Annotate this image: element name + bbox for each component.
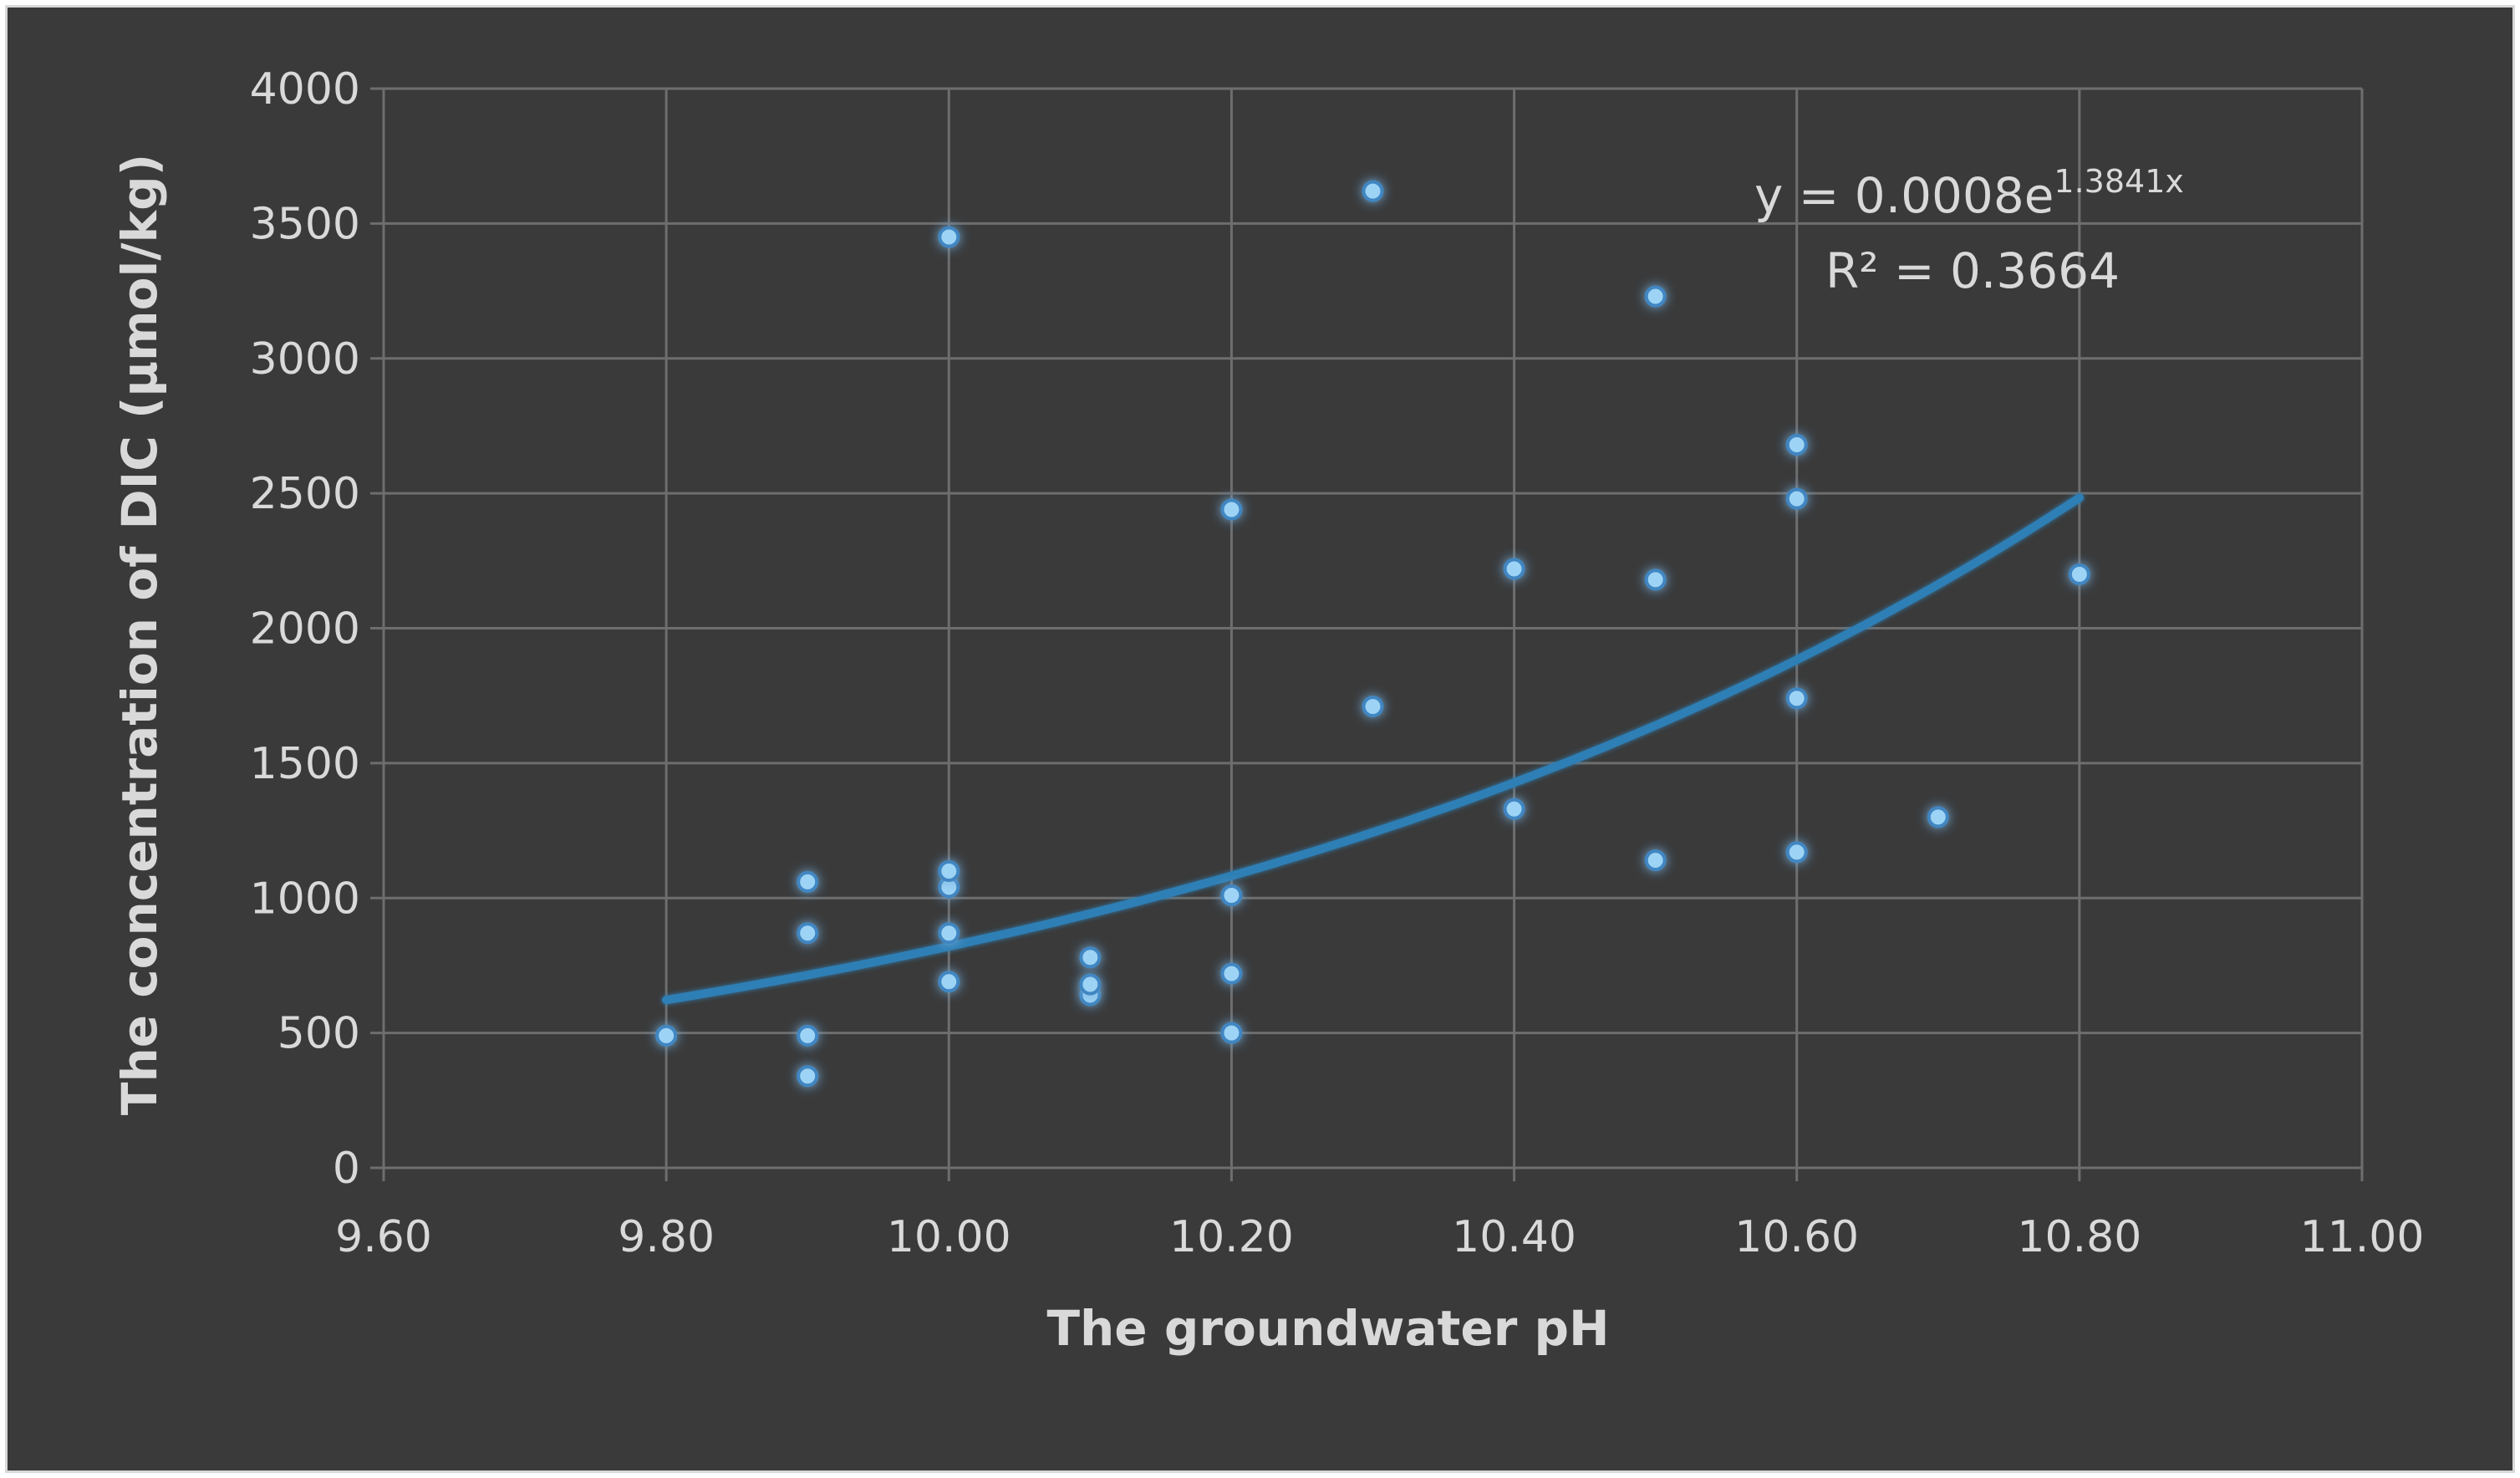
x-axis-title: The groundwater pH <box>1046 1300 1609 1357</box>
data-point <box>1927 806 1949 828</box>
x-tick-label: 9.80 <box>618 1212 715 1262</box>
data-point <box>1785 434 1808 456</box>
scatter-points <box>655 180 2090 1088</box>
x-tick-label: 10.00 <box>887 1212 1011 1262</box>
data-point <box>797 922 819 945</box>
gridlines <box>384 87 2364 1168</box>
x-tick-label: 10.20 <box>1169 1212 1294 1262</box>
trendline-equation-exponent: 1.3841x <box>2054 163 2183 200</box>
data-point <box>1503 558 1525 580</box>
data-point <box>1079 946 1102 969</box>
data-point <box>938 971 960 993</box>
x-tick-label: 9.60 <box>335 1212 432 1262</box>
chart-svg: 0 500 1000 1500 2000 2500 3000 3500 4000 9.60 9.80… <box>111 64 2425 1357</box>
data-point <box>1362 696 1384 718</box>
y-tick-label: 3500 <box>250 199 360 249</box>
data-point <box>1220 884 1243 907</box>
y-axis-title: The concentration of DIC (μmol/kg) <box>111 154 168 1115</box>
y-tick-label: 2500 <box>250 469 360 519</box>
y-tick-label: 3000 <box>250 334 360 385</box>
trendline <box>662 493 2084 1005</box>
data-point <box>797 1024 819 1047</box>
tick-labels: 0 500 1000 1500 2000 2500 3000 3500 4000 9.60 9.80… <box>250 64 2425 1262</box>
x-tick-label: 11.00 <box>2300 1212 2425 1262</box>
trendline-r-squared: R² = 0.3664 <box>1825 242 2120 299</box>
x-tick-label: 10.80 <box>2017 1212 2141 1262</box>
data-point <box>1079 973 1102 996</box>
data-point <box>1785 487 1808 510</box>
data-point <box>938 859 960 882</box>
data-point <box>797 870 819 893</box>
data-point <box>1220 962 1243 985</box>
trendline-equation-main: y = 0.0008e <box>1754 167 2054 224</box>
data-point <box>1644 285 1667 308</box>
chart-frame: 0 500 1000 1500 2000 2500 3000 3500 4000 9.60 9.80… <box>5 5 2515 1473</box>
data-point <box>1362 180 1384 202</box>
y-tick-label: 500 <box>277 1009 360 1059</box>
x-tick-label: 10.40 <box>1452 1212 1576 1262</box>
data-point <box>797 1065 819 1088</box>
y-tick-label: 1500 <box>250 739 360 789</box>
y-tick-label: 2000 <box>250 604 360 655</box>
trendline-group <box>662 493 2084 1005</box>
data-point <box>1785 841 1808 864</box>
axes <box>370 87 2364 1181</box>
y-tick-label: 1000 <box>250 874 360 924</box>
trendline-equation: y = 0.0008e1.3841x <box>1754 163 2184 224</box>
data-point <box>655 1024 678 1047</box>
y-tick-label: 0 <box>333 1144 360 1194</box>
x-tick-label: 10.60 <box>1734 1212 1859 1262</box>
data-point <box>1503 798 1525 820</box>
data-point <box>1785 687 1808 710</box>
data-point <box>1644 568 1667 591</box>
data-point <box>1220 498 1243 521</box>
data-point <box>1220 1022 1243 1044</box>
data-point <box>938 922 960 945</box>
data-point <box>938 226 960 248</box>
y-tick-label: 4000 <box>250 64 360 115</box>
data-point <box>1644 849 1667 872</box>
data-point <box>2068 563 2090 585</box>
